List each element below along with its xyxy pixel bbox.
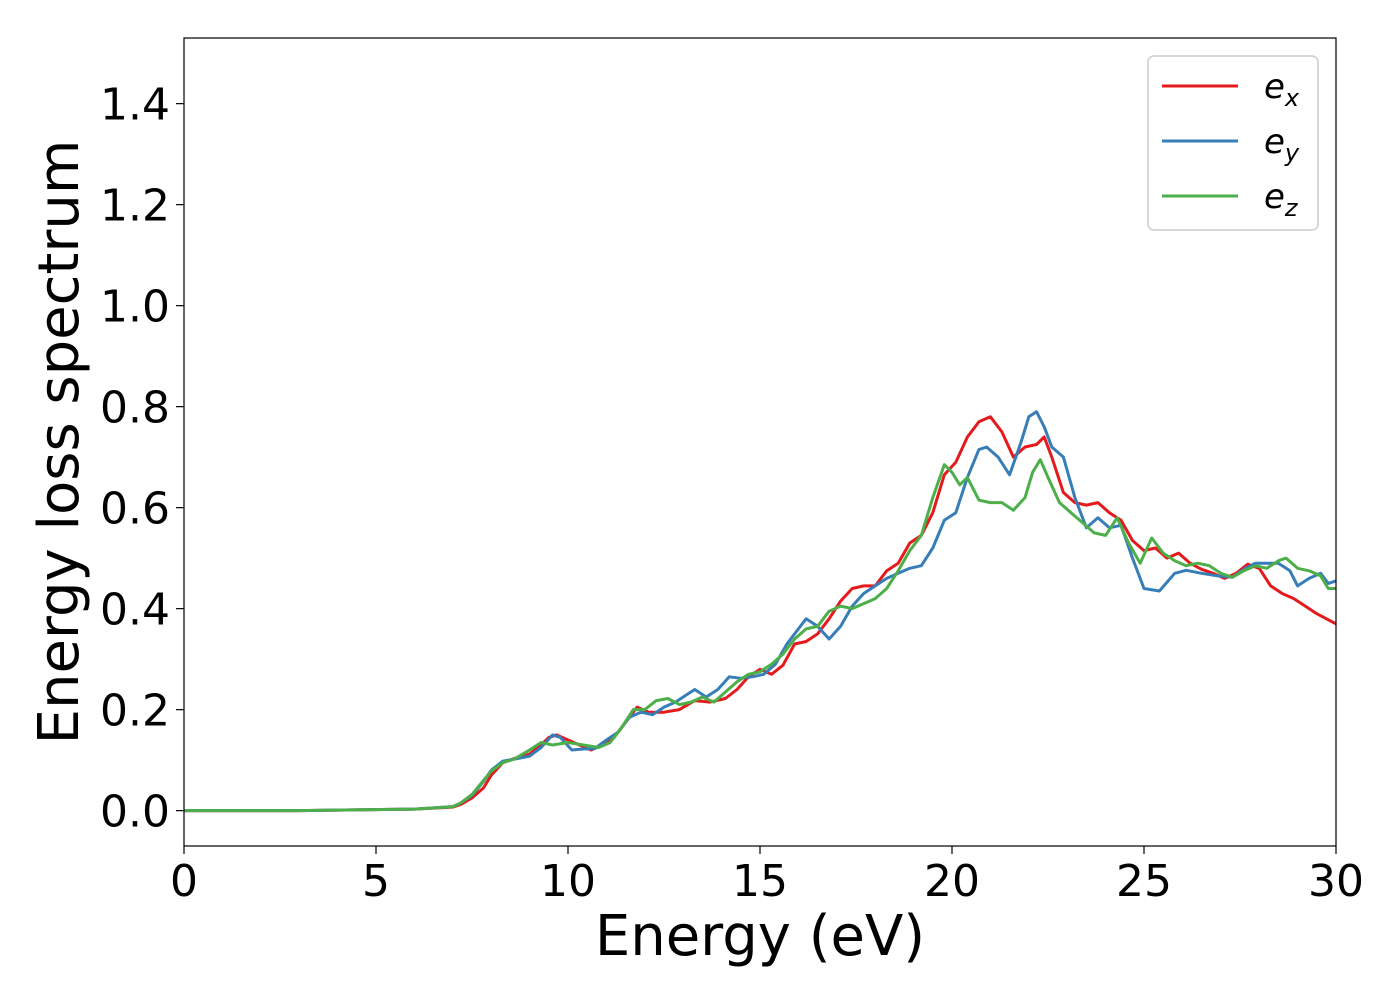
- x-tick-label: 25: [1116, 856, 1172, 907]
- y-tick-label: 1.4: [100, 80, 170, 131]
- x-tick-label: 0: [170, 856, 198, 907]
- y-tick-label: 0.0: [100, 787, 170, 838]
- axes: 0 5 10 15 20 25 30 0.0 0.2 0.4 0.6 0.8 1.0 1.2 1.4: [100, 37, 1364, 907]
- y-tick-label: 1.2: [100, 181, 170, 232]
- x-tick-label: 15: [732, 856, 788, 907]
- legend-label-x: ex: [1264, 67, 1300, 112]
- legend-label-z: ez: [1264, 177, 1299, 222]
- y-tick-label: 0.4: [100, 585, 170, 636]
- y-axis-title: Energy loss spectrum: [27, 140, 92, 745]
- series-line-e-y: [184, 410, 1336, 813]
- x-tick-label: 30: [1308, 856, 1364, 907]
- y-tick-label: 0.2: [100, 686, 170, 737]
- x-tick-label: 10: [540, 856, 596, 907]
- y-tick-label: 1.0: [100, 282, 170, 333]
- legend-box: [1147, 55, 1319, 231]
- series-line-e-z: [184, 458, 1336, 813]
- x-tick-label: 20: [924, 856, 980, 907]
- y-tick-label: 0.8: [100, 383, 170, 434]
- series-line-e-x: [184, 415, 1336, 813]
- plot-area: [184, 410, 1336, 813]
- y-tick-label: 0.6: [100, 484, 170, 535]
- legend-label-y: ey: [1264, 122, 1300, 167]
- x-tick-label: 5: [362, 856, 390, 907]
- x-axis-title: Energy (eV): [595, 904, 925, 969]
- legend: ex ey ez: [1147, 55, 1319, 231]
